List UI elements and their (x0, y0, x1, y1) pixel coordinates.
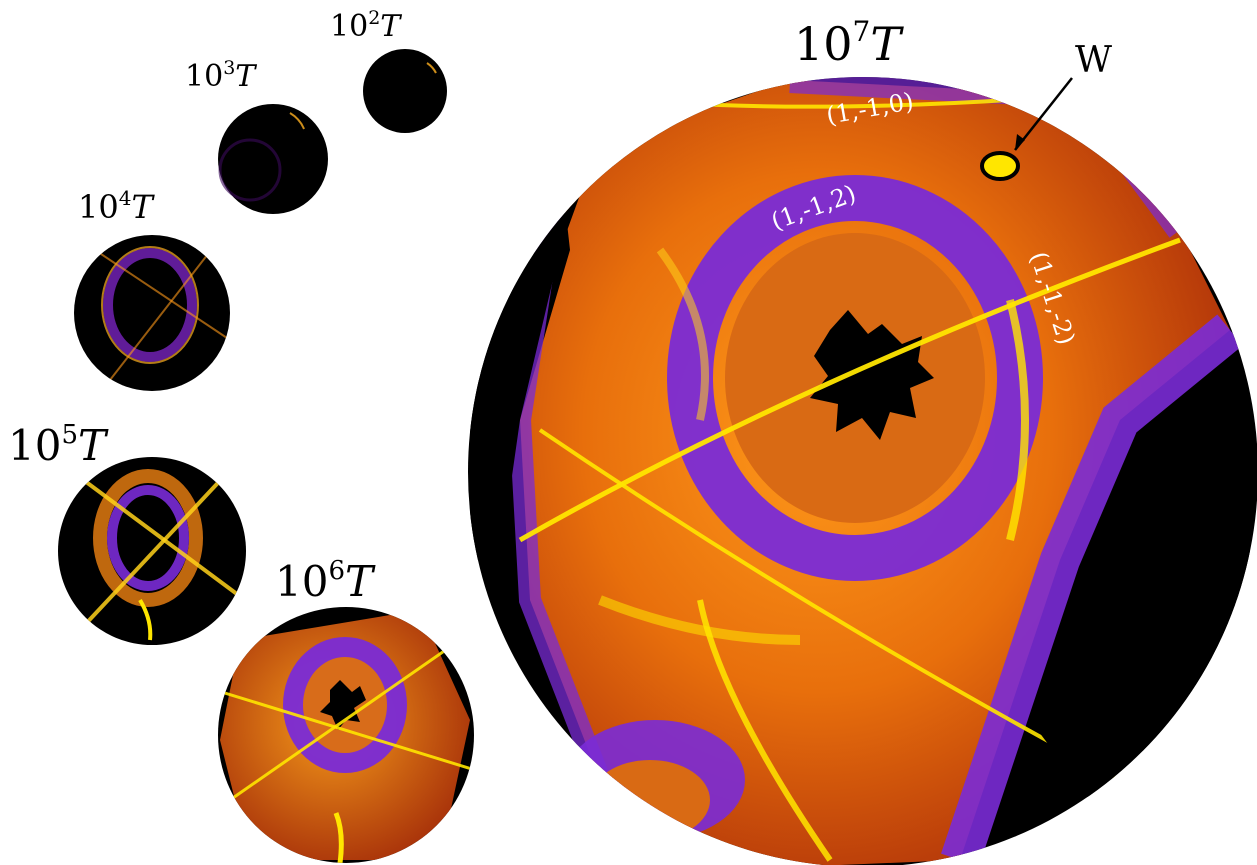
band-line (68, 468, 246, 602)
band-line (109, 244, 216, 381)
black-core (810, 310, 934, 440)
purple-ring (107, 485, 189, 591)
purple-edge-band (941, 314, 1243, 865)
orange-ring (93, 469, 203, 607)
faint-band (426, 62, 437, 74)
band-line (94, 249, 230, 341)
marker-ellipse (980, 151, 1020, 181)
purple-ring (103, 248, 197, 362)
faint-ring (218, 138, 282, 202)
inner-region (590, 760, 710, 840)
sphere-1e2 (363, 49, 447, 133)
panel-1e2 (363, 49, 447, 133)
label-1e3: 103T (185, 57, 257, 94)
sphere-1e3 (218, 104, 328, 214)
faint-band (289, 112, 305, 130)
label-1e6: 106T (275, 556, 376, 606)
band-line (78, 468, 232, 632)
panel-1e6 (218, 607, 474, 863)
label-1e4: 104T (78, 186, 155, 226)
marker-label: W (1075, 40, 1112, 81)
band-line (1006, 299, 1029, 541)
label-1e2: 102T (330, 7, 402, 44)
sphere-1e4 (74, 235, 230, 391)
bright-ring (101, 246, 199, 364)
band-line (598, 595, 801, 645)
band-line (518, 237, 1181, 543)
band-line (656, 247, 709, 421)
band-line (333, 812, 344, 863)
panel-1e3 (218, 104, 328, 214)
label-1e7: 107T (794, 15, 904, 71)
panel-1e5 (58, 457, 246, 645)
band-line (218, 688, 474, 772)
band-line (229, 638, 461, 802)
black-core (320, 680, 366, 730)
panel-1e4 (74, 235, 230, 391)
marker-arrow (1014, 77, 1073, 151)
band-line (138, 598, 153, 641)
panel-1e7 (468, 77, 1257, 865)
label-1e5: 105T (8, 420, 109, 470)
marker-arrowhead (1015, 134, 1025, 150)
band-line (538, 428, 1121, 782)
